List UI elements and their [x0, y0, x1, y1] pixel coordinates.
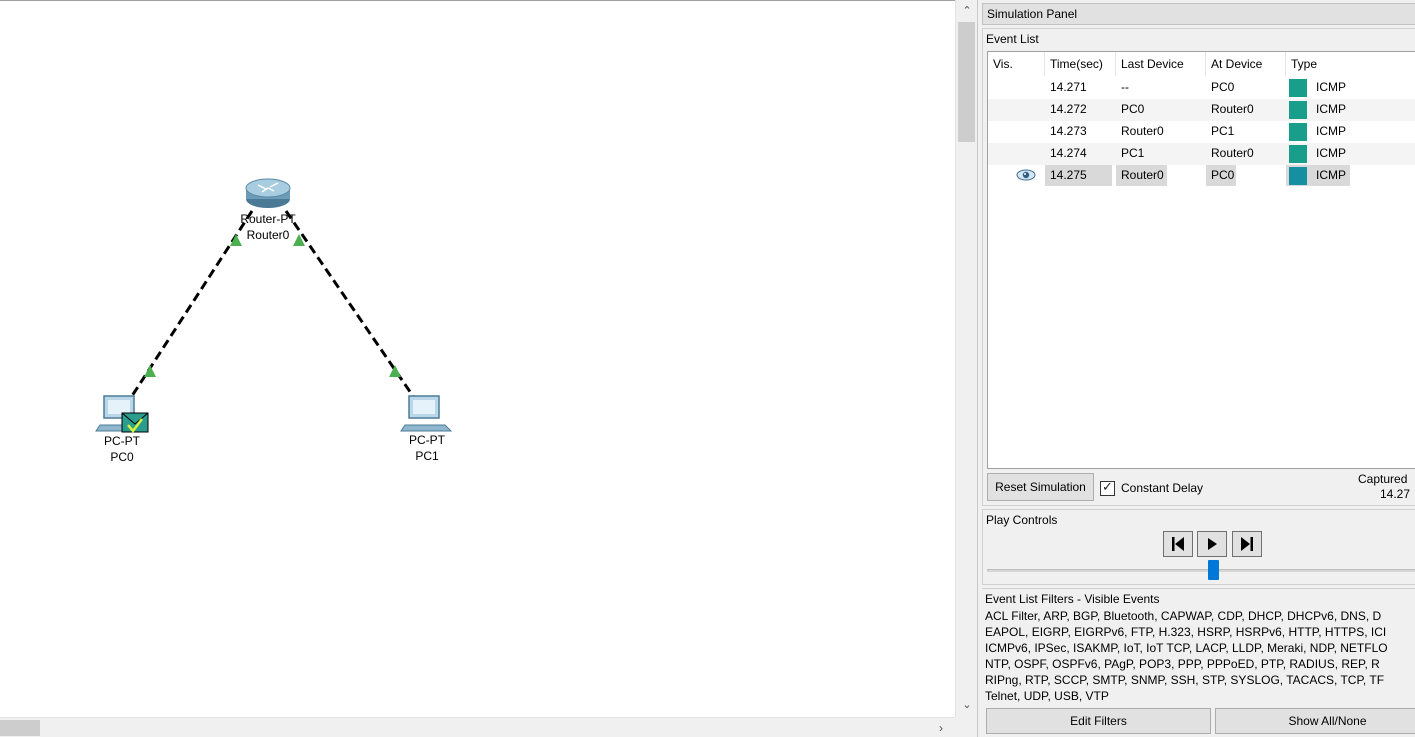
- reset-simulation-button[interactable]: Reset Simulation: [987, 473, 1094, 501]
- event-type: ICMP: [1316, 124, 1346, 138]
- device-label-router0[interactable]: Router-PT Router0: [223, 211, 313, 243]
- speed-slider-thumb[interactable]: [1208, 560, 1219, 580]
- skip-back-icon: [1172, 537, 1184, 551]
- event-time: 14.271: [1050, 80, 1087, 94]
- event-type: ICMP: [1316, 80, 1346, 94]
- event-row[interactable]: 14.274 PC1 Router0 ICMP: [988, 143, 1415, 165]
- event-time: 14.274: [1050, 146, 1087, 160]
- device-type-label: PC-PT: [409, 433, 445, 447]
- device-label-pc0[interactable]: PC-PT PC0: [77, 433, 167, 465]
- scroll-right-icon[interactable]: ›: [939, 721, 943, 735]
- capture-forward-button[interactable]: [1232, 531, 1262, 557]
- event-row-selected[interactable]: 14.275 Router0 PC0 ICMP: [988, 165, 1415, 187]
- event-at-device: PC1: [1211, 124, 1235, 138]
- filters-line: Telnet, UDP, USB, VTP: [985, 689, 1109, 703]
- topology-canvas: [95, 178, 453, 434]
- event-last-device: --: [1121, 80, 1129, 94]
- link-up-indicator: [144, 365, 156, 377]
- device-type-label: PC-PT: [104, 434, 140, 448]
- filters-label: Event List Filters - Visible Events: [985, 592, 1160, 606]
- pc-icon[interactable]: [400, 395, 453, 432]
- event-color-swatch: [1289, 101, 1307, 119]
- constant-delay-toggle[interactable]: ✓ Constant Delay: [1100, 479, 1203, 497]
- filters-line: ACL Filter, ARP, BGP, Bluetooth, CAPWAP,…: [985, 609, 1382, 623]
- visible-events-list: ACL Filter, ARP, BGP, Bluetooth, CAPWAP,…: [985, 608, 1415, 704]
- play-controls-label: Play Controls: [986, 513, 1058, 527]
- event-row[interactable]: 14.271 -- PC0 ICMP: [988, 77, 1415, 99]
- show-all-none-button[interactable]: Show All/None: [1215, 708, 1415, 734]
- captured-value: 14.27: [1380, 487, 1411, 501]
- back-button[interactable]: [1163, 531, 1193, 557]
- play-controls-group: Play Controls: [982, 509, 1415, 585]
- link-up-indicator: [230, 234, 242, 246]
- play-button[interactable]: [1197, 531, 1227, 557]
- link-up-indicator: [389, 365, 401, 377]
- edit-filters-button[interactable]: Edit Filters: [986, 708, 1211, 734]
- workspace-vertical-scrollbar[interactable]: ⌃ ⌄: [955, 0, 977, 717]
- column-header-vis[interactable]: Vis.: [988, 52, 1045, 76]
- captured-label: Captured: [1358, 472, 1408, 486]
- filters-line: RIPng, RTP, SCCP, SMTP, SNMP, SSH, STP, …: [985, 673, 1385, 687]
- event-row[interactable]: 14.272 PC0 Router0 ICMP: [988, 99, 1415, 121]
- captured-time: Captured 14.27: [1358, 472, 1415, 502]
- skip-forward-icon: [1241, 537, 1253, 551]
- scroll-up-icon[interactable]: ⌃: [962, 5, 972, 17]
- logical-workspace[interactable]: Router-PT Router0 PC-PT PC0 PC-PT PC1: [0, 0, 955, 717]
- event-time: 14.275: [1045, 165, 1112, 186]
- event-time: 14.272: [1050, 102, 1087, 116]
- constant-delay-label: Constant Delay: [1121, 481, 1204, 495]
- filters-line: ICMPv6, IPSec, ISAKMP, IoT, IoT TCP, LAC…: [985, 641, 1388, 655]
- scrollbar-corner: [955, 717, 977, 737]
- device-name-label: Router0: [246, 228, 290, 242]
- event-last-device: PC0: [1121, 102, 1145, 116]
- event-type: ICMP: [1316, 168, 1346, 182]
- device-type-label: Router-PT: [240, 212, 296, 226]
- event-table[interactable]: Vis. Time(sec) Last Device At Device Typ…: [987, 51, 1415, 469]
- event-type: ICMP: [1316, 102, 1346, 116]
- event-at-device: PC0: [1206, 165, 1236, 186]
- event-color-swatch: [1289, 145, 1307, 163]
- event-type: ICMP: [1316, 146, 1346, 160]
- event-last-device: Router0: [1116, 165, 1167, 186]
- play-icon: [1208, 538, 1217, 550]
- event-at-device: PC0: [1211, 80, 1235, 94]
- constant-delay-checkbox[interactable]: ✓: [1100, 478, 1115, 496]
- event-filters-group: Event List Filters - Visible Events ACL …: [982, 588, 1415, 737]
- pdu-envelope-icon[interactable]: [121, 412, 149, 434]
- event-at-device: Router0: [1211, 102, 1254, 116]
- device-label-pc1[interactable]: PC-PT PC1: [382, 432, 472, 464]
- event-list-label: Event List: [986, 32, 1039, 46]
- eye-icon[interactable]: [1016, 169, 1036, 181]
- speed-slider-track[interactable]: [987, 569, 1415, 572]
- workspace-horizontal-scrollbar[interactable]: ›: [0, 717, 955, 737]
- event-color-swatch: [1289, 123, 1307, 141]
- link-up-indicator: [293, 234, 305, 246]
- event-last-device: PC1: [1121, 146, 1145, 160]
- event-color-swatch: [1289, 167, 1307, 185]
- column-header-time[interactable]: Time(sec): [1045, 52, 1116, 76]
- event-list-group: Event List Vis. Time(sec) Last Device At…: [982, 28, 1415, 506]
- scroll-down-icon[interactable]: ⌄: [962, 699, 972, 711]
- check-icon: ✓: [1102, 478, 1113, 494]
- column-header-at-device[interactable]: At Device: [1206, 52, 1286, 76]
- event-row[interactable]: 14.273 Router0 PC1 ICMP: [988, 121, 1415, 143]
- event-color-swatch: [1289, 79, 1307, 97]
- link-router0-pc1[interactable]: [284, 210, 417, 400]
- scroll-thumb[interactable]: [0, 720, 40, 736]
- column-header-type[interactable]: Type: [1286, 52, 1415, 76]
- simulation-panel: Simulation Panel Event List Vis. Time(se…: [977, 0, 1415, 737]
- device-name-label: PC0: [110, 450, 134, 464]
- event-at-device: Router0: [1211, 146, 1254, 160]
- event-time: 14.273: [1050, 124, 1087, 138]
- filters-line: NTP, OSPF, OSPFv6, PAgP, POP3, PPP, PPPo…: [985, 657, 1380, 671]
- scroll-thumb[interactable]: [958, 22, 975, 142]
- filters-line: EAPOL, EIGRP, EIGRPv6, FTP, H.323, HSRP,…: [985, 625, 1387, 639]
- device-name-label: PC1: [415, 449, 439, 463]
- panel-title: Simulation Panel: [982, 3, 1415, 25]
- router-icon[interactable]: [245, 178, 291, 208]
- event-last-device: Router0: [1121, 124, 1164, 138]
- column-header-last-device[interactable]: Last Device: [1116, 52, 1206, 76]
